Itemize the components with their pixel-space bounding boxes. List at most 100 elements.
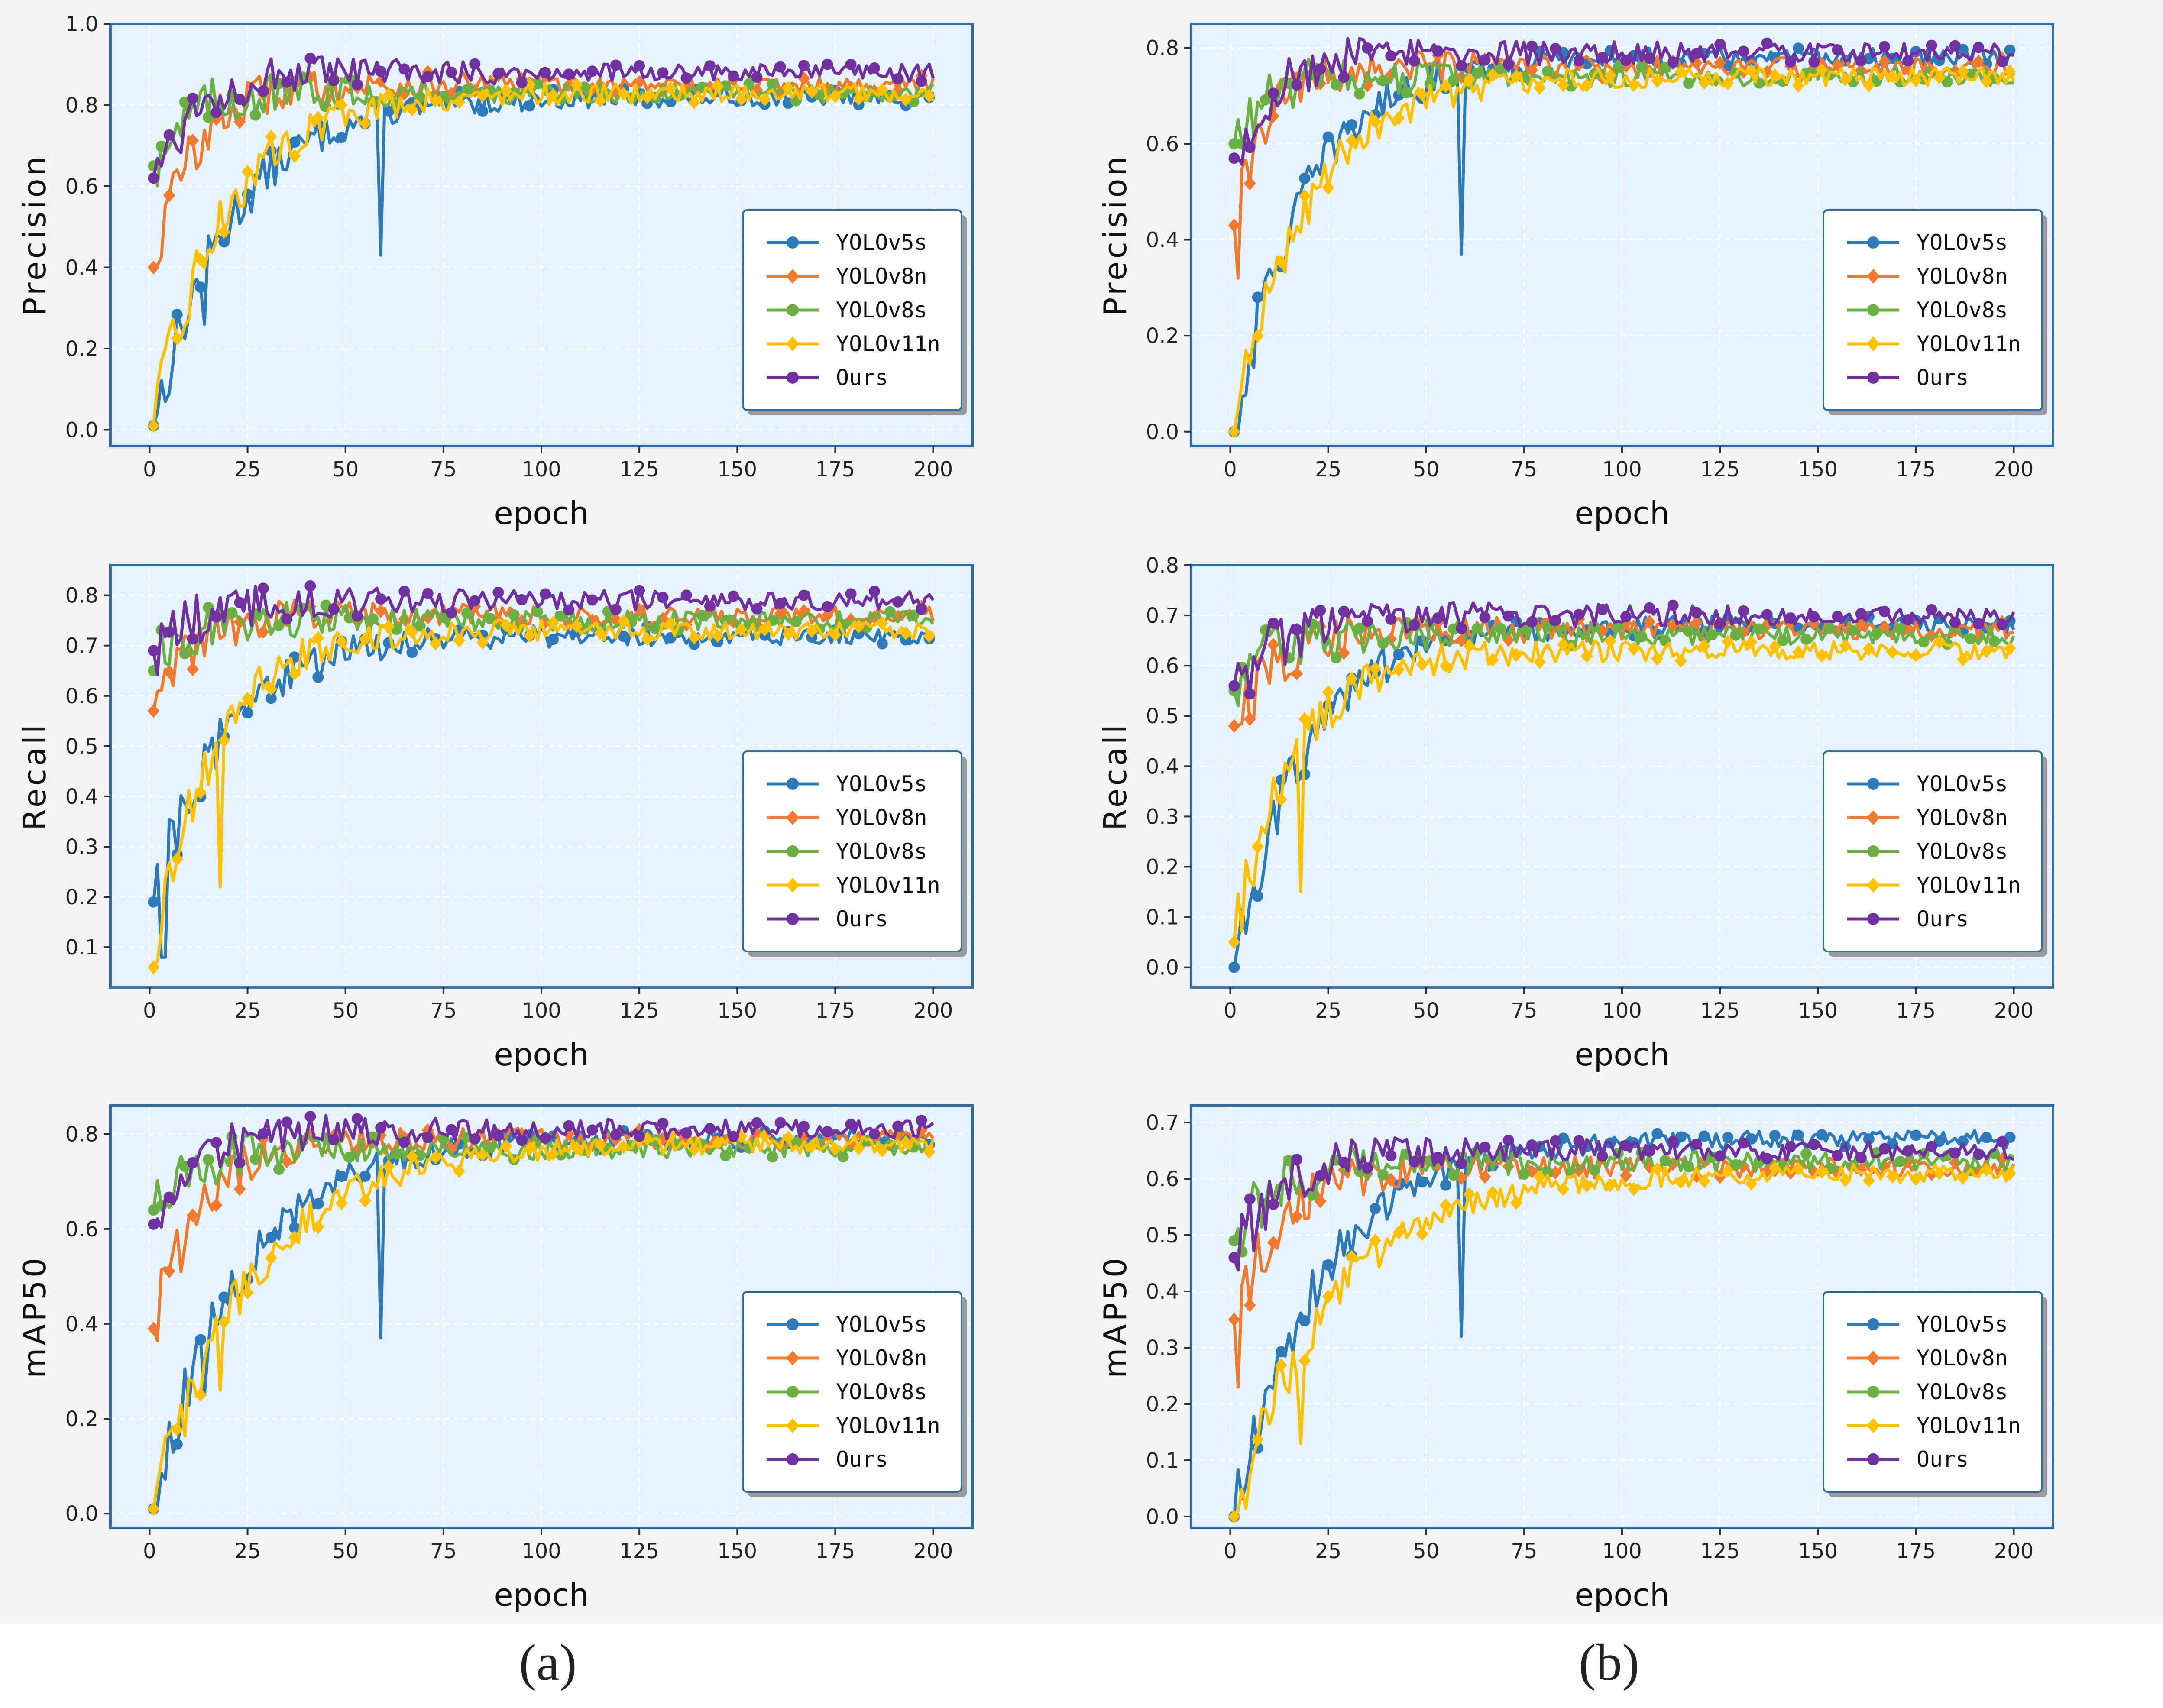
- data-point-yolov11n: [1768, 68, 1781, 82]
- data-point-ours: [351, 79, 363, 91]
- data-point-yolov11n: [1698, 639, 1710, 653]
- data-point-ours: [1526, 40, 1538, 52]
- x-tick-label: 125: [1700, 457, 1740, 482]
- data-point-yolov8s: [1800, 634, 1812, 645]
- y-axis-label: mAP50: [1097, 1255, 1133, 1378]
- data-point-yolov11n: [1439, 1198, 1452, 1213]
- data-point-yolov8s: [1377, 1169, 1389, 1181]
- data-point-ours: [1738, 1137, 1749, 1149]
- data-point-ours: [1228, 680, 1240, 692]
- data-point-yolov11n: [1816, 63, 1828, 77]
- data-point-ours: [210, 107, 222, 118]
- data-point-yolov11n: [406, 102, 418, 116]
- data-point-yolov11n: [453, 95, 466, 109]
- data-point-yolov5s: [1440, 1179, 1451, 1191]
- data-point-yolov11n: [1439, 79, 1452, 93]
- data-point-ours: [1879, 41, 1891, 52]
- data-point-yolov8s: [1260, 94, 1271, 106]
- y-tick-label: 0.3: [1146, 1336, 1179, 1360]
- y-tick-label: 0.2: [1146, 855, 1179, 879]
- data-point-ours: [1502, 610, 1514, 622]
- data-point-yolov8s: [343, 1152, 355, 1163]
- series-line-yolov11n: [152, 82, 935, 426]
- data-point-ours: [469, 1133, 481, 1145]
- data-point-yolov11n: [641, 90, 654, 104]
- x-axis-label: epoch: [494, 495, 589, 531]
- legend-swatch-marker: [1867, 878, 1880, 893]
- data-point-ours: [148, 645, 159, 657]
- data-point-ours: [540, 67, 551, 78]
- data-point-ours: [1644, 1145, 1655, 1157]
- data-point-yolov8n: [186, 1208, 199, 1223]
- y-tick-label: 0.4: [65, 785, 98, 809]
- data-point-yolov11n: [1251, 329, 1264, 343]
- data-point-yolov11n: [1228, 1510, 1240, 1524]
- data-point-ours: [845, 1119, 857, 1130]
- chart-a-recall: 0 25 50 75 100 125 150 175 200 0.1 0.2 0.3 0.4 0.5 0.6…: [16, 564, 974, 1073]
- data-point-yolov8s: [1636, 631, 1648, 642]
- chart-b-precision: 0 25 50 75 100 125 150 175 200 0.0 0.2 0.4 0.6 0.8 epo…: [1097, 23, 2054, 531]
- data-point-yolov11n: [429, 94, 442, 108]
- data-point-ours: [1761, 609, 1773, 621]
- data-point-yolov11n: [1980, 644, 1993, 658]
- y-tick-label: 0.0: [1146, 956, 1179, 980]
- data-point-yolov11n: [547, 615, 560, 630]
- data-point-yolov8s: [1518, 1168, 1530, 1180]
- data-point-ours: [1228, 152, 1240, 164]
- data-point-yolov8s: [1659, 62, 1671, 74]
- data-point-yolov8n: [1525, 63, 1538, 78]
- data-point-ours: [445, 1124, 457, 1135]
- x-tick-label: 0: [1224, 457, 1237, 482]
- data-point-ours: [728, 590, 739, 602]
- y-tick-label: 0.4: [1146, 1280, 1179, 1304]
- data-point-ours: [1456, 60, 1467, 71]
- data-point-yolov11n: [1228, 424, 1240, 439]
- data-point-yolov8n: [1690, 615, 1703, 630]
- data-point-yolov11n: [453, 633, 466, 647]
- data-point-yolov11n: [1275, 792, 1288, 806]
- y-tick-label: 0.2: [65, 885, 98, 909]
- data-point-yolov11n: [1486, 653, 1499, 667]
- data-point-ours: [304, 580, 316, 592]
- data-point-yolov11n: [1486, 68, 1499, 82]
- data-point-yolov11n: [617, 1140, 630, 1154]
- legend-label: Ours: [836, 365, 888, 390]
- data-point-ours: [1228, 1252, 1240, 1263]
- data-point-ours: [704, 600, 716, 612]
- x-tick-label: 75: [430, 1539, 457, 1563]
- y-axis-label: Recall: [16, 722, 53, 831]
- data-point-yolov8s: [1401, 87, 1412, 98]
- series-line-yolov11n: [1233, 66, 2015, 432]
- data-point-yolov11n: [382, 87, 395, 102]
- data-point-ours: [1550, 43, 1561, 55]
- data-point-ours: [1996, 55, 2008, 67]
- data-point-yolov11n: [782, 81, 794, 95]
- data-point-yolov11n: [218, 225, 230, 239]
- legend-swatch-marker: [1867, 778, 1879, 790]
- data-point-ours: [1267, 1198, 1279, 1210]
- y-axis-label: Precision: [1097, 154, 1133, 316]
- data-point-yolov11n: [194, 785, 207, 799]
- data-point-ours: [634, 1130, 645, 1142]
- data-point-yolov8s: [767, 78, 778, 90]
- legend-label: YOLOv5s: [836, 1312, 927, 1337]
- data-point-yolov11n: [1604, 634, 1616, 648]
- data-point-yolov8s: [1965, 633, 1977, 644]
- x-tick-label: 50: [332, 1539, 359, 1563]
- legend-label: Ours: [1917, 365, 1969, 390]
- x-tick-label: 150: [717, 457, 757, 482]
- data-point-yolov11n: [617, 87, 630, 101]
- data-point-yolov8n: [147, 260, 160, 275]
- data-point-ours: [516, 1135, 528, 1146]
- data-point-yolov8n: [186, 662, 199, 676]
- legend-swatch-marker: [787, 304, 799, 316]
- legend-label: YOLOv8s: [1917, 839, 2008, 864]
- data-point-yolov11n: [1910, 73, 1922, 87]
- data-point-ours: [1526, 616, 1538, 628]
- data-point-ours: [798, 60, 810, 71]
- y-tick-label: 0.2: [65, 1407, 98, 1431]
- data-point-yolov11n: [1369, 661, 1382, 676]
- data-point-yolov11n: [735, 92, 748, 107]
- data-point-yolov11n: [171, 852, 183, 866]
- data-point-yolov11n: [1510, 648, 1522, 662]
